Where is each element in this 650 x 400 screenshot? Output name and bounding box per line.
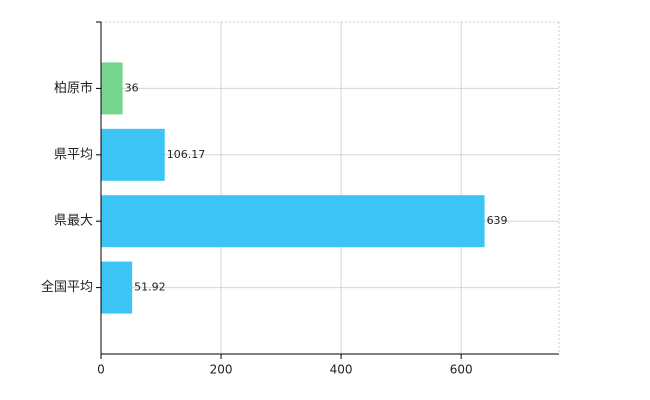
value-label: 51.92 <box>134 281 166 294</box>
value-label: 639 <box>487 214 508 227</box>
x-tick-label: 0 <box>97 363 105 377</box>
bar <box>101 195 485 248</box>
bar <box>101 128 165 181</box>
value-label: 36 <box>125 81 139 94</box>
y-tick-label: 県最大 <box>54 214 93 229</box>
x-tick-label: 200 <box>210 363 233 377</box>
value-label: 106.17 <box>167 148 206 161</box>
bar <box>101 62 123 115</box>
y-tick-label: 全国平均 <box>41 279 93 295</box>
y-tick-label: 柏原市 <box>54 80 93 96</box>
bar <box>101 261 133 314</box>
x-tick-label: 600 <box>450 363 473 377</box>
y-tick-label: 県平均 <box>54 147 93 162</box>
x-tick-label: 400 <box>330 363 353 377</box>
